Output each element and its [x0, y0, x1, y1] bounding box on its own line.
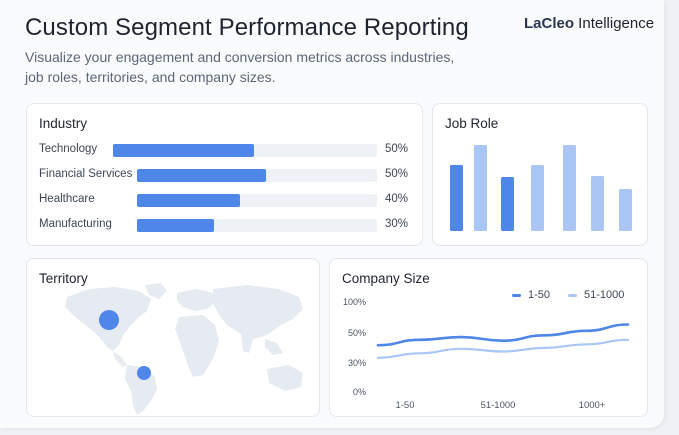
industry-bar-fill	[113, 144, 254, 157]
industry-value: 50%	[385, 168, 409, 180]
india-shape	[241, 333, 253, 353]
southeast-asia-shape	[265, 339, 283, 355]
industry-title: Industry	[39, 116, 88, 131]
legend-item-1-50: 1-50	[512, 289, 550, 301]
job-role-bar	[591, 176, 604, 231]
page-subtitle: Visualize your engagement and conversion…	[25, 49, 455, 85]
job-role-bar	[450, 165, 463, 231]
industry-label: Technology	[39, 143, 98, 155]
legend-item-51-1000: 51-1000	[568, 289, 624, 301]
company-size-card: Company Size 1-50 51-1000 100% 50% 30% 0% 1-…	[329, 258, 648, 417]
job-role-chart	[450, 145, 632, 231]
y-tick-label: 100%	[343, 297, 366, 307]
x-tick-label: 1-50	[395, 400, 414, 411]
page-title: Custom Segment Performance Reporting	[25, 14, 469, 41]
job-role-title: Job Role	[445, 116, 499, 131]
job-role-bar	[501, 177, 514, 231]
industry-row: Healthcare 40%	[39, 192, 419, 208]
asia-shape	[213, 285, 303, 339]
industry-bar-fill	[137, 194, 240, 207]
industry-label: Healthcare	[39, 193, 95, 205]
legend-label-51-1000: 51-1000	[584, 289, 625, 301]
world-map	[65, 283, 303, 415]
job-role-bar	[563, 145, 576, 231]
y-tick-label: 0%	[353, 387, 366, 397]
brand-suffix: Intelligence	[574, 15, 655, 32]
africa-shape	[175, 315, 219, 377]
europe-shape	[177, 289, 215, 311]
industry-row: Manufacturing 30%	[39, 217, 419, 233]
company-size-chart: 100% 50% 30% 0% 1-50 51-1000 1000+	[343, 297, 630, 411]
north-america-marker	[99, 310, 119, 330]
industry-value: 30%	[385, 218, 409, 230]
x-tick-label: 1000+	[579, 400, 606, 411]
report-page: Custom Segment Performance Reporting LaC…	[0, 0, 664, 428]
legend-label-1-50: 1-50	[528, 289, 551, 301]
brand-name: LaCleo	[524, 15, 575, 32]
industry-label: Financial Services	[39, 168, 133, 180]
industry-bar-fill	[137, 169, 266, 182]
central-america-shape	[113, 351, 127, 367]
legend-swatch-51-1000	[568, 293, 577, 297]
job-role-card: Job Role	[432, 103, 648, 246]
industry-label: Manufacturing	[39, 218, 112, 230]
industry-value: 50%	[385, 143, 409, 155]
territory-card: Territory	[26, 258, 320, 417]
series-line-51-1000	[376, 338, 630, 359]
company-size-title: Company Size	[342, 271, 430, 286]
brand-logo: LaCleo Intelligence	[524, 15, 654, 32]
legend-swatch-1-50	[512, 293, 521, 297]
y-tick-label: 30%	[348, 358, 366, 368]
greenland-shape	[145, 283, 167, 299]
industry-bar-fill	[137, 219, 214, 232]
job-role-bar	[474, 145, 487, 231]
industry-card: Industry Technology 50% Financial Services…	[26, 103, 423, 246]
job-role-bar	[531, 165, 544, 231]
territory-title: Territory	[39, 271, 88, 286]
south-america-marker	[137, 366, 151, 380]
industry-bar-track	[137, 219, 377, 232]
job-role-bar	[619, 189, 632, 231]
industry-bar-track	[113, 144, 377, 157]
industry-row: Technology 50%	[39, 142, 419, 158]
australia-shape	[267, 365, 303, 391]
industry-bar-track	[137, 194, 377, 207]
y-tick-label: 50%	[348, 328, 366, 338]
series-line-1-50	[376, 323, 630, 347]
industry-value: 40%	[385, 193, 409, 205]
industry-bar-track	[137, 169, 377, 182]
x-tick-label: 51-1000	[481, 400, 516, 411]
industry-row: Financial Services 50%	[39, 167, 419, 183]
